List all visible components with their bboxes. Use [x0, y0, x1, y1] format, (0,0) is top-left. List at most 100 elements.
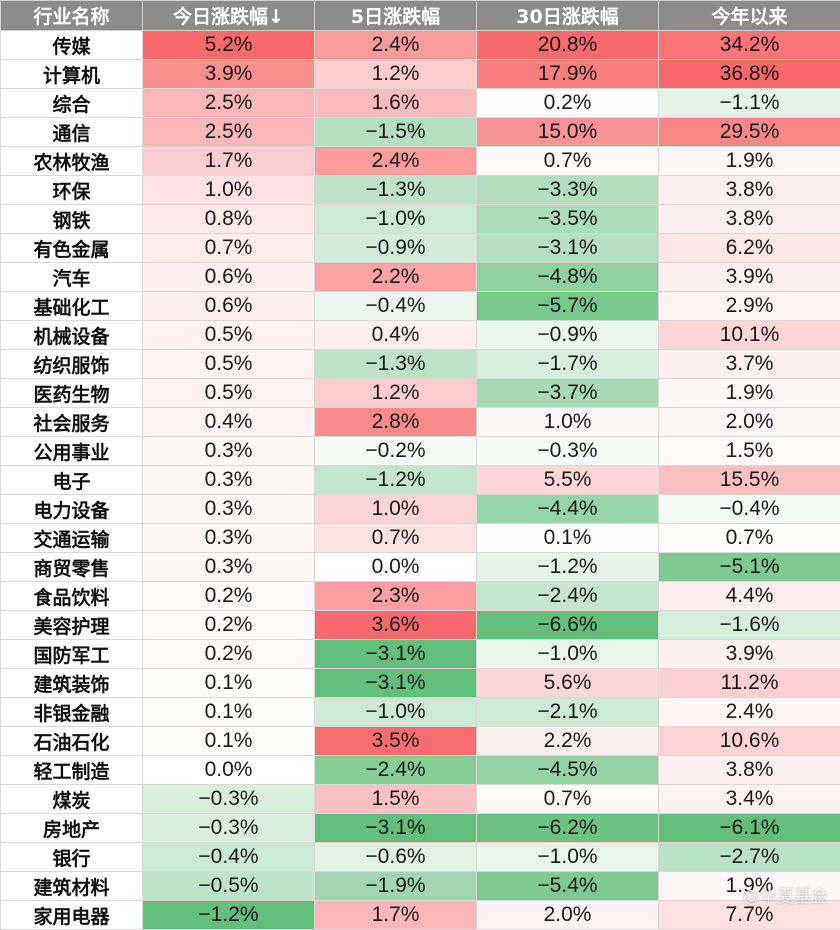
table-row: 煤炭−0.3%1.5%0.7%3.4% [1, 785, 840, 814]
5day-change-cell: −0.6% [315, 843, 477, 872]
5day-change-cell: −1.0% [315, 698, 477, 727]
5day-change-cell: −2.4% [315, 756, 477, 785]
industry-name-cell: 商贸零售 [1, 553, 143, 582]
30day-change-cell: −2.1% [477, 698, 659, 727]
industry-name-cell: 基础化工 [1, 292, 143, 321]
5day-change-cell: 3.5% [315, 727, 477, 756]
today-change-cell: 1.7% [143, 147, 315, 176]
30day-change-cell: 0.2% [477, 89, 659, 118]
industry-name-cell: 家用电器 [1, 901, 143, 930]
industry-name-cell: 钢铁 [1, 205, 143, 234]
industry-name-cell: 社会服务 [1, 408, 143, 437]
today-change-cell: 0.3% [143, 437, 315, 466]
30day-change-cell: −1.0% [477, 843, 659, 872]
header-5day-change[interactable]: 5日涨跌幅 [315, 1, 477, 31]
5day-change-cell: 2.3% [315, 582, 477, 611]
today-change-cell: 0.6% [143, 263, 315, 292]
industry-name-cell: 煤炭 [1, 785, 143, 814]
ytd-change-cell: 36.8% [659, 60, 840, 89]
5day-change-cell: −0.2% [315, 437, 477, 466]
header-row: 行业名称 今日涨跌幅↓ 5日涨跌幅 30日涨跌幅 今年以来 [1, 1, 840, 31]
today-change-cell: 0.1% [143, 698, 315, 727]
30day-change-cell: 0.7% [477, 147, 659, 176]
industry-name-cell: 石油石化 [1, 727, 143, 756]
5day-change-cell: 1.7% [315, 901, 477, 930]
ytd-change-cell: 3.4% [659, 785, 840, 814]
header-today-change[interactable]: 今日涨跌幅↓ [143, 1, 315, 31]
today-change-cell: −0.4% [143, 843, 315, 872]
ytd-change-cell: 3.8% [659, 756, 840, 785]
ytd-change-cell: 3.7% [659, 350, 840, 379]
today-change-cell: 0.2% [143, 640, 315, 669]
30day-change-cell: −5.7% [477, 292, 659, 321]
30day-change-cell: −3.5% [477, 205, 659, 234]
5day-change-cell: 1.6% [315, 89, 477, 118]
30day-change-cell: −4.5% [477, 756, 659, 785]
industry-name-cell: 交通运输 [1, 524, 143, 553]
ytd-change-cell: −0.4% [659, 495, 840, 524]
today-change-cell: 0.2% [143, 611, 315, 640]
today-change-cell: 2.5% [143, 118, 315, 147]
ytd-change-cell: 15.5% [659, 466, 840, 495]
industry-name-cell: 公用事业 [1, 437, 143, 466]
today-change-cell: −0.5% [143, 872, 315, 901]
ytd-change-cell: 3.8% [659, 205, 840, 234]
ytd-change-cell: 6.2% [659, 234, 840, 263]
5day-change-cell: 2.2% [315, 263, 477, 292]
today-change-cell: 0.7% [143, 234, 315, 263]
ytd-change-cell: −2.7% [659, 843, 840, 872]
industry-name-cell: 通信 [1, 118, 143, 147]
5day-change-cell: 3.6% [315, 611, 477, 640]
5day-change-cell: −1.3% [315, 350, 477, 379]
today-change-cell: 2.5% [143, 89, 315, 118]
30day-change-cell: 0.7% [477, 785, 659, 814]
today-change-cell: 0.1% [143, 669, 315, 698]
ytd-change-cell: 11.2% [659, 669, 840, 698]
today-change-cell: 5.2% [143, 31, 315, 60]
industry-name-cell: 电子 [1, 466, 143, 495]
today-change-cell: −1.2% [143, 901, 315, 930]
header-industry-name[interactable]: 行业名称 [1, 1, 143, 31]
30day-change-cell: 17.9% [477, 60, 659, 89]
industry-name-cell: 纺织服饰 [1, 350, 143, 379]
30day-change-cell: 20.8% [477, 31, 659, 60]
5day-change-cell: 2.4% [315, 31, 477, 60]
5day-change-cell: 0.0% [315, 553, 477, 582]
ytd-change-cell: −1.1% [659, 89, 840, 118]
header-30day-change[interactable]: 30日涨跌幅 [477, 1, 659, 31]
30day-change-cell: −4.8% [477, 263, 659, 292]
5day-change-cell: 1.0% [315, 495, 477, 524]
5day-change-cell: −1.3% [315, 176, 477, 205]
30day-change-cell: −0.9% [477, 321, 659, 350]
today-change-cell: 0.3% [143, 495, 315, 524]
today-change-cell: 0.8% [143, 205, 315, 234]
ytd-change-cell: 3.9% [659, 263, 840, 292]
ytd-change-cell: 3.8% [659, 176, 840, 205]
today-change-cell: 3.9% [143, 60, 315, 89]
ytd-change-cell: 29.5% [659, 118, 840, 147]
ytd-change-cell: 1.9% [659, 379, 840, 408]
30day-change-cell: −5.4% [477, 872, 659, 901]
header-ytd-change[interactable]: 今年以来 [659, 1, 840, 31]
5day-change-cell: −3.1% [315, 814, 477, 843]
5day-change-cell: 0.7% [315, 524, 477, 553]
ytd-change-cell: 10.6% [659, 727, 840, 756]
industry-name-cell: 环保 [1, 176, 143, 205]
ytd-change-cell: 0.7% [659, 524, 840, 553]
today-change-cell: 1.0% [143, 176, 315, 205]
today-change-cell: 0.3% [143, 524, 315, 553]
today-change-cell: 0.3% [143, 466, 315, 495]
